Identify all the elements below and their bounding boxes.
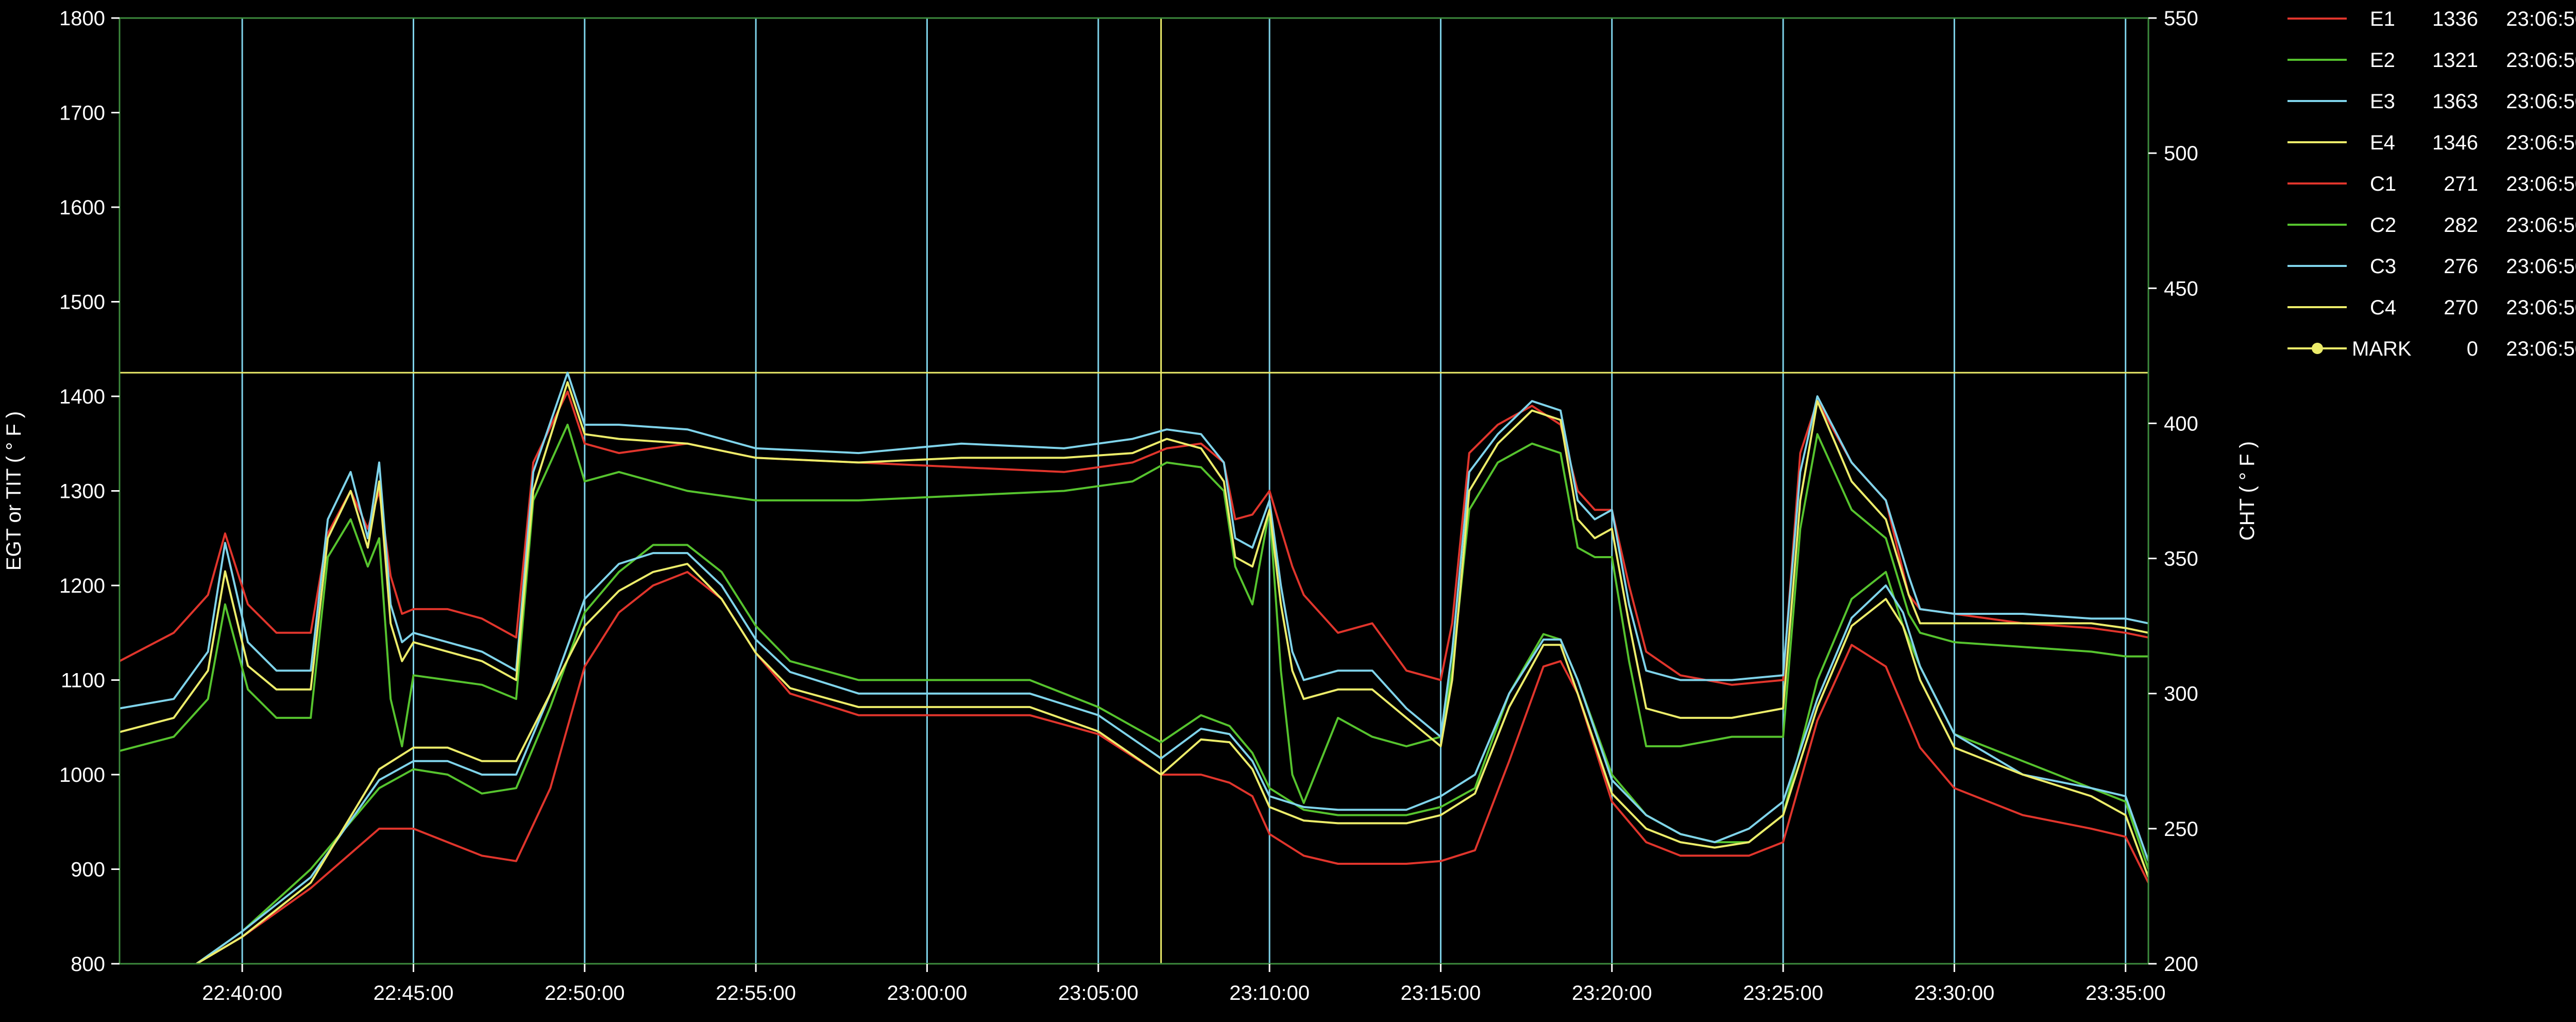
legend-value: 0 [2467, 338, 2478, 360]
legend-time: 23:06:50 [2506, 131, 2576, 154]
series-line-c2 [196, 544, 2149, 965]
legend-time: 23:06:50 [2506, 173, 2576, 195]
right-tick-label: 200 [2164, 953, 2198, 976]
legend-item-e3: E3 1363 23:06:50 [2287, 90, 2576, 113]
left-tick-label: 1400 [59, 386, 105, 408]
series-line-c4 [196, 563, 2149, 965]
legend-value: 1321 [2432, 49, 2478, 72]
legend-name: E3 [2370, 90, 2395, 113]
x-tick-label: 22:55:00 [716, 982, 796, 1004]
legend-value: 271 [2444, 173, 2478, 195]
left-tick-label: 800 [71, 953, 105, 976]
legend-value: 270 [2444, 296, 2478, 319]
legend-time: 23:06:50 [2506, 214, 2576, 237]
right-tick-label: 350 [2164, 548, 2198, 571]
legend-name: MARK [2352, 338, 2412, 360]
left-tick-label: 1700 [59, 102, 105, 125]
grid-lines [120, 18, 2148, 964]
x-tick-label: 23:10:00 [1229, 982, 1310, 1004]
legend-item-c3: C3 276 23:06:50 [2287, 255, 2576, 278]
legend-name: C2 [2370, 214, 2396, 237]
right-tick-label: 250 [2164, 818, 2198, 841]
series-line-e3 [119, 372, 2149, 738]
series-line-e4 [119, 381, 2149, 747]
legend-value: 282 [2444, 214, 2478, 237]
x-tick-label: 22:45:00 [374, 982, 454, 1004]
legend-time: 23:06:50 [2506, 49, 2576, 72]
legend-name: C1 [2370, 173, 2396, 195]
x-tick-label: 23:15:00 [1401, 982, 1481, 1004]
legend-name: C4 [2370, 296, 2396, 319]
x-tick-label: 23:35:00 [2086, 982, 2166, 1004]
legend-item-e4: E4 1346 23:06:50 [2287, 131, 2576, 154]
legend-item-e1: E1 1336 23:06:50 [2287, 8, 2576, 30]
legend: E1 1336 23:06:50 E2 1321 23:06:50 E3 1363 23:06:… [2287, 8, 2576, 360]
legend-name: E1 [2370, 8, 2395, 30]
legend-time: 23:06:50 [2506, 338, 2576, 360]
legend-value: 276 [2444, 255, 2478, 278]
x-tick-label: 23:30:00 [1914, 982, 1995, 1004]
right-tick-label: 400 [2164, 412, 2198, 435]
legend-item-e2: E2 1321 23:06:50 [2287, 49, 2576, 72]
left-axis-title: EGT or TIT ( ° F ) [3, 411, 25, 571]
x-tick-label: 23:25:00 [1743, 982, 1823, 1004]
legend-item-c2: C2 282 23:06:50 [2287, 214, 2576, 237]
left-tick-label: 1100 [61, 669, 105, 692]
legend-name: E4 [2370, 131, 2395, 154]
right-axis-title: CHT ( ° F ) [2236, 441, 2259, 541]
left-tick-label: 1800 [59, 7, 105, 30]
left-axis-ticks: 800 900 1000 1100 1200 1300 1400 1500 1600 1700 18… [59, 7, 120, 976]
series-line-c3 [196, 552, 2149, 965]
legend-time: 23:06:50 [2506, 90, 2576, 113]
legend-name: C3 [2370, 255, 2396, 278]
legend-time: 23:06:50 [2506, 8, 2576, 30]
x-tick-label: 22:40:00 [202, 982, 282, 1004]
right-tick-label: 550 [2164, 7, 2198, 30]
legend-time: 23:06:50 [2506, 296, 2576, 319]
series-line-e2 [119, 424, 2148, 804]
legend-value: 1336 [2432, 8, 2478, 30]
right-axis-ticks: 200 250 300 350 400 450 500 550 [2148, 7, 2198, 976]
x-tick-label: 23:05:00 [1058, 982, 1139, 1004]
left-tick-label: 1300 [59, 480, 105, 503]
right-tick-label: 450 [2164, 277, 2198, 300]
legend-name: E2 [2370, 49, 2395, 72]
left-tick-label: 1000 [59, 764, 105, 786]
series-lines [119, 372, 2149, 965]
x-tick-label: 22:50:00 [545, 982, 625, 1004]
legend-item-c1: C1 271 23:06:50 [2287, 173, 2576, 195]
series-line-c1 [196, 571, 2149, 965]
legend-value: 1346 [2432, 131, 2478, 154]
legend-item-c4: C4 270 23:06:50 [2287, 296, 2576, 319]
right-tick-label: 500 [2164, 142, 2198, 165]
x-axis-ticks: 22:40:00 22:45:00 22:50:00 22:55:00 23:00:00… [202, 964, 2166, 1004]
left-tick-label: 1600 [59, 196, 105, 219]
left-tick-label: 1200 [59, 575, 105, 597]
axes: 800 900 1000 1100 1200 1300 1400 1500 1600 1700 18… [3, 7, 2259, 1004]
left-tick-label: 1500 [59, 291, 105, 314]
legend-marker-dot [2312, 343, 2323, 354]
legend-item-mark: MARK 0 23:06:50 [2287, 338, 2576, 360]
legend-value: 1363 [2432, 90, 2478, 113]
legend-time: 23:06:50 [2506, 255, 2576, 278]
x-tick-label: 23:20:00 [1572, 982, 1652, 1004]
x-tick-label: 23:00:00 [887, 982, 968, 1004]
right-tick-label: 300 [2164, 683, 2198, 706]
left-tick-label: 900 [71, 859, 105, 881]
